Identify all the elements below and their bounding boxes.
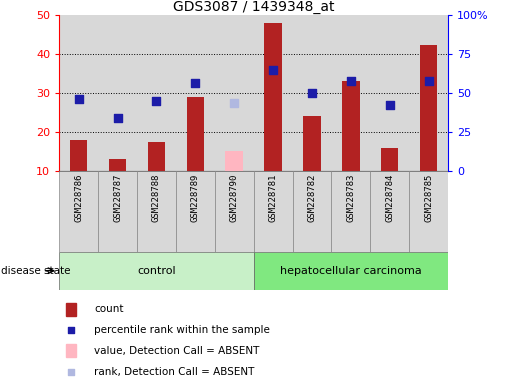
Title: GDS3087 / 1439348_at: GDS3087 / 1439348_at <box>173 0 334 14</box>
Bar <box>59 171 98 252</box>
Point <box>113 115 122 121</box>
Bar <box>148 142 165 171</box>
Point <box>424 78 433 84</box>
Bar <box>253 15 293 171</box>
Text: control: control <box>137 266 176 276</box>
Bar <box>70 140 88 171</box>
Text: value, Detection Call = ABSENT: value, Detection Call = ABSENT <box>94 346 260 356</box>
Bar <box>342 81 359 171</box>
Bar <box>409 15 448 171</box>
Text: GSM228784: GSM228784 <box>385 173 394 222</box>
Point <box>75 96 83 102</box>
Bar <box>226 151 243 171</box>
Bar <box>370 171 409 252</box>
Bar <box>381 147 399 171</box>
Bar <box>293 171 332 252</box>
Bar <box>98 171 137 252</box>
Bar <box>109 159 126 171</box>
Point <box>269 67 277 73</box>
Bar <box>420 45 437 171</box>
Point <box>347 78 355 84</box>
Text: GSM228788: GSM228788 <box>152 173 161 222</box>
Text: rank, Detection Call = ABSENT: rank, Detection Call = ABSENT <box>94 366 254 377</box>
Bar <box>59 252 253 290</box>
Point <box>67 369 75 375</box>
Text: count: count <box>94 304 124 314</box>
Text: GSM228787: GSM228787 <box>113 173 122 222</box>
Point <box>386 102 394 108</box>
Bar <box>331 15 370 171</box>
Bar <box>98 15 137 171</box>
Bar <box>215 15 253 171</box>
Bar <box>264 23 282 171</box>
Text: GSM228783: GSM228783 <box>347 173 355 222</box>
Point <box>308 90 316 96</box>
Point <box>67 327 75 333</box>
Bar <box>137 15 176 171</box>
Bar <box>303 116 321 171</box>
Bar <box>186 97 204 171</box>
Bar <box>66 303 76 316</box>
Text: disease state: disease state <box>1 266 71 276</box>
Text: percentile rank within the sample: percentile rank within the sample <box>94 325 270 335</box>
Point <box>152 98 161 104</box>
Text: GSM228786: GSM228786 <box>74 173 83 222</box>
Text: GSM228789: GSM228789 <box>191 173 200 222</box>
Bar <box>137 171 176 252</box>
Text: GSM228781: GSM228781 <box>269 173 278 222</box>
Bar <box>370 15 409 171</box>
Text: GSM228790: GSM228790 <box>230 173 238 222</box>
Bar <box>176 171 215 252</box>
Text: GSM228785: GSM228785 <box>424 173 433 222</box>
Point <box>191 80 199 86</box>
Point <box>230 100 238 106</box>
Bar <box>253 171 293 252</box>
Bar <box>253 252 448 290</box>
Bar <box>409 171 448 252</box>
Bar <box>59 15 98 171</box>
Text: GSM228782: GSM228782 <box>307 173 316 222</box>
Text: hepatocellular carcinoma: hepatocellular carcinoma <box>280 266 422 276</box>
Bar <box>176 15 215 171</box>
Bar <box>332 171 370 252</box>
Bar <box>293 15 332 171</box>
Bar <box>66 344 76 357</box>
Bar <box>215 171 253 252</box>
